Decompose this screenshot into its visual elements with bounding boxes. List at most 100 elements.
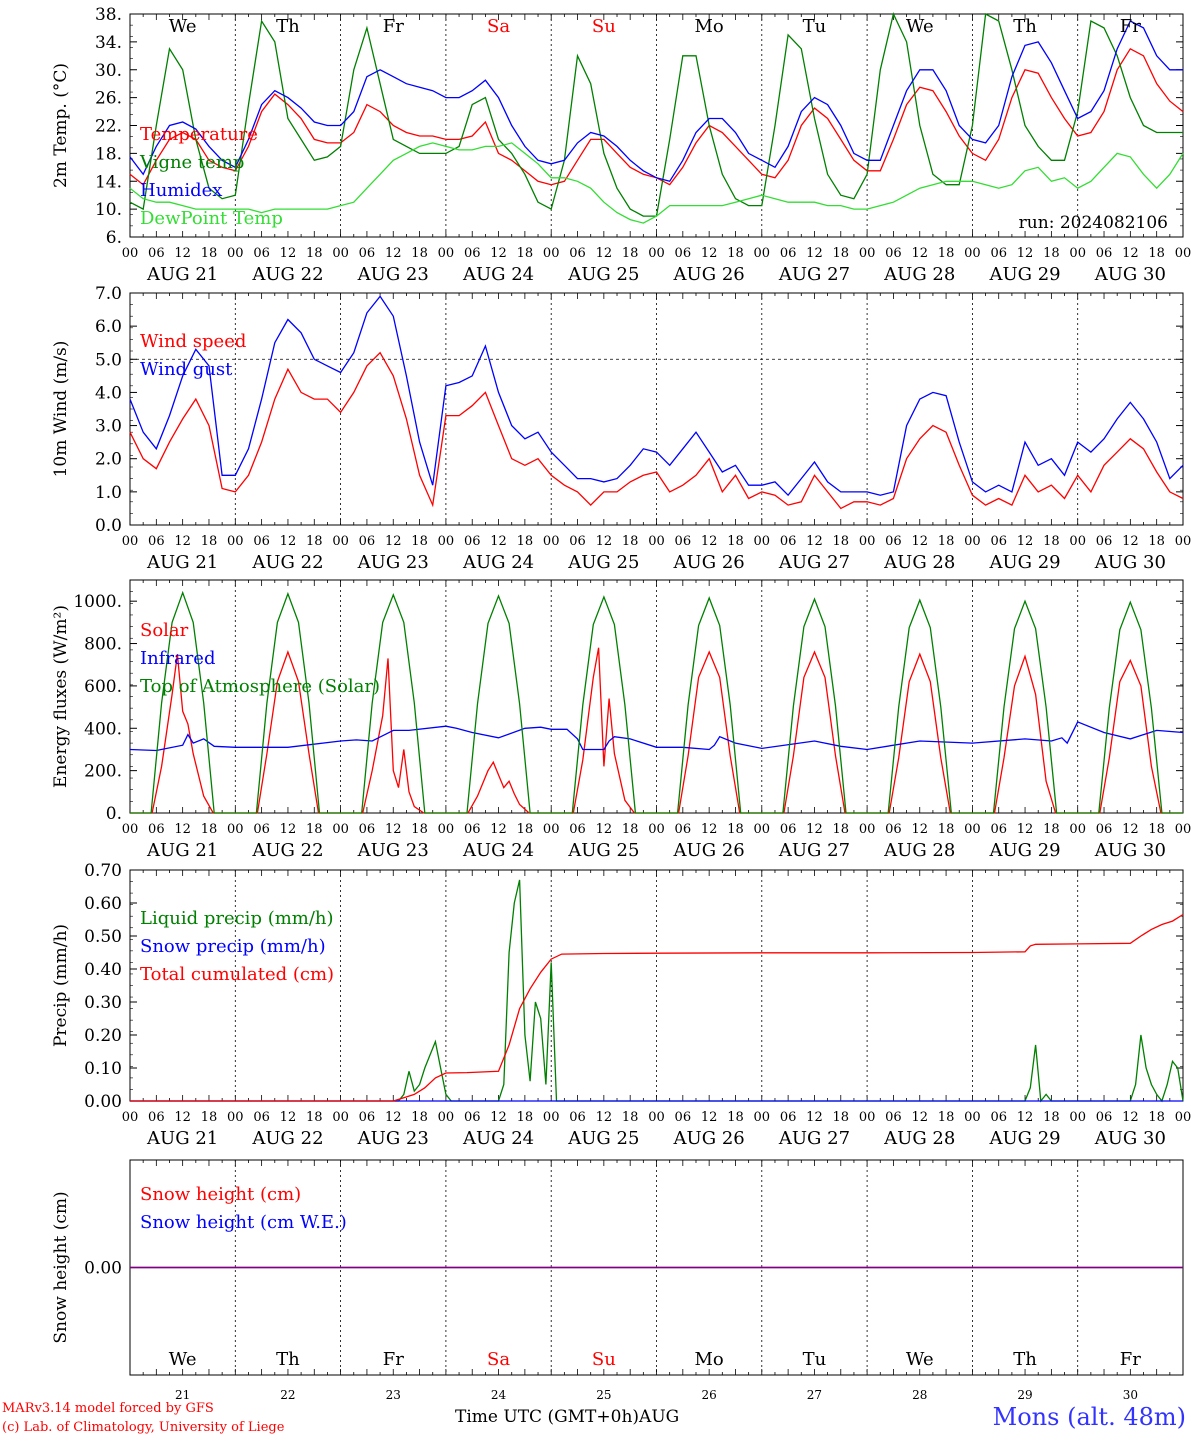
hour-tick-label: 06	[990, 246, 1007, 261]
hour-tick-label: 00	[859, 534, 876, 549]
hour-tick-label: 00	[438, 246, 455, 261]
hour-tick-label: 18	[1148, 1110, 1165, 1125]
y-tick-label: 14.	[95, 172, 122, 192]
hour-tick-label: 00	[438, 534, 455, 549]
date-label: AUG 26	[673, 1128, 745, 1149]
series-line-wind-speed	[129, 351, 1184, 510]
hour-tick-label: 06	[569, 246, 586, 261]
date-label: AUG 23	[357, 840, 429, 861]
hour-tick-label: 18	[201, 1110, 218, 1125]
hour-tick-label: 18	[517, 534, 534, 549]
hour-tick-label: 06	[780, 534, 797, 549]
hour-tick-label: 00	[1175, 1110, 1192, 1125]
hour-tick-label: 00	[1069, 246, 1086, 261]
day-name: We	[169, 16, 197, 37]
day-name: Th	[276, 16, 300, 37]
panel-4: 0.70 0.60 0.50 0.40 0.30 0.20 0.10 0.00 Precip (…	[51, 861, 1191, 1149]
hour-tick-label: 12	[1122, 534, 1139, 549]
y-tick-label: 0.60	[84, 894, 122, 914]
hour-tick-label: 12	[911, 1110, 928, 1125]
hour-tick-label: 06	[148, 1110, 165, 1125]
hour-tick-label: 06	[675, 534, 692, 549]
legend-entry: Wind gust	[140, 359, 233, 380]
hour-tick-label: 12	[596, 822, 613, 837]
hour-tick-label: 00	[1069, 1110, 1086, 1125]
date-label: AUG 29	[988, 1128, 1060, 1149]
hour-tick-label: 18	[727, 534, 744, 549]
date-label: AUG 29	[988, 264, 1060, 285]
hour-tick-label: 06	[359, 534, 376, 549]
date-label: AUG 25	[567, 264, 639, 285]
hour-tick-label: 06	[464, 534, 481, 549]
hour-tick-label: 06	[464, 822, 481, 837]
day-name: Su	[592, 16, 616, 37]
hour-tick-label: 18	[201, 822, 218, 837]
hour-tick-label: 12	[1017, 246, 1034, 261]
hour-tick-label: 18	[833, 1110, 850, 1125]
day-number: 30	[1123, 1388, 1138, 1402]
day-number: 23	[386, 1388, 401, 1402]
date-label: AUG 25	[567, 1128, 639, 1149]
hour-tick-label: 18	[1148, 246, 1165, 261]
hour-tick-label: 00	[122, 246, 139, 261]
hour-tick-label: 06	[780, 246, 797, 261]
hour-tick-label: 00	[227, 246, 244, 261]
y-tick-label: 2.0	[95, 450, 122, 470]
y-tick-label: 3.0	[95, 417, 122, 437]
hour-tick-label: 18	[727, 822, 744, 837]
legend-entry: Humidex	[140, 180, 222, 201]
date-label: AUG 30	[1094, 552, 1166, 573]
hour-tick-label: 00	[964, 534, 981, 549]
hour-tick-label: 06	[359, 246, 376, 261]
hour-tick-label: 12	[1122, 1110, 1139, 1125]
hour-tick-label: 12	[490, 534, 507, 549]
hour-tick-label: 00	[859, 1110, 876, 1125]
hour-tick-label: 18	[833, 822, 850, 837]
hour-tick-label: 18	[306, 534, 323, 549]
hour-tick-label: 00	[648, 1110, 665, 1125]
date-label: AUG 22	[251, 552, 323, 573]
day-name: Tu	[803, 16, 827, 37]
day-name: Fr	[383, 16, 404, 37]
date-label: AUG 28	[883, 840, 955, 861]
hour-tick-label: 12	[911, 534, 928, 549]
date-label: AUG 29	[988, 840, 1060, 861]
y-tick-label: 0.10	[84, 1059, 122, 1079]
hour-tick-label: 06	[885, 1110, 902, 1125]
hour-tick-label: 00	[754, 1110, 771, 1125]
day-number: 29	[1017, 1388, 1032, 1402]
y-tick-label: 34.	[95, 33, 122, 53]
date-label: AUG 27	[778, 840, 850, 861]
hour-tick-label: 00	[754, 822, 771, 837]
date-label: AUG 30	[1094, 264, 1166, 285]
hour-tick-label: 00	[1175, 822, 1192, 837]
legend-entry: Total cumulated (cm)	[140, 964, 334, 985]
hour-tick-label: 18	[833, 534, 850, 549]
legend-entry: Snow height (cm)	[140, 1184, 301, 1205]
hour-tick-label: 12	[174, 534, 191, 549]
hour-tick-label: 00	[543, 246, 560, 261]
hour-tick-label: 00	[859, 246, 876, 261]
hour-tick-label: 00	[754, 534, 771, 549]
hour-tick-label: 18	[938, 534, 955, 549]
date-label: AUG 22	[251, 1128, 323, 1149]
hour-tick-label: 18	[622, 246, 639, 261]
y-tick-label: 0.30	[84, 993, 122, 1013]
hour-tick-label: 18	[938, 822, 955, 837]
day-name: Th	[1013, 1349, 1037, 1370]
hour-tick-label: 12	[1017, 1110, 1034, 1125]
panel-5: 0.00 Snow height (cm) Snow height (cm) Snow…	[51, 1159, 1184, 1402]
hour-tick-label: 18	[1043, 1110, 1060, 1125]
y-axis-label: Snow height (cm)	[51, 1191, 71, 1343]
hour-tick-label: 18	[306, 822, 323, 837]
hour-tick-label: 18	[1043, 246, 1060, 261]
hour-tick-label: 00	[227, 1110, 244, 1125]
date-label: AUG 27	[778, 552, 850, 573]
hour-tick-label: 12	[1122, 246, 1139, 261]
hour-tick-label: 18	[1043, 534, 1060, 549]
hour-tick-label: 06	[148, 534, 165, 549]
hour-tick-label: 00	[332, 822, 349, 837]
series-line-humidex	[129, 20, 1183, 183]
y-axis-label: Precip (mm/h)	[51, 924, 71, 1047]
